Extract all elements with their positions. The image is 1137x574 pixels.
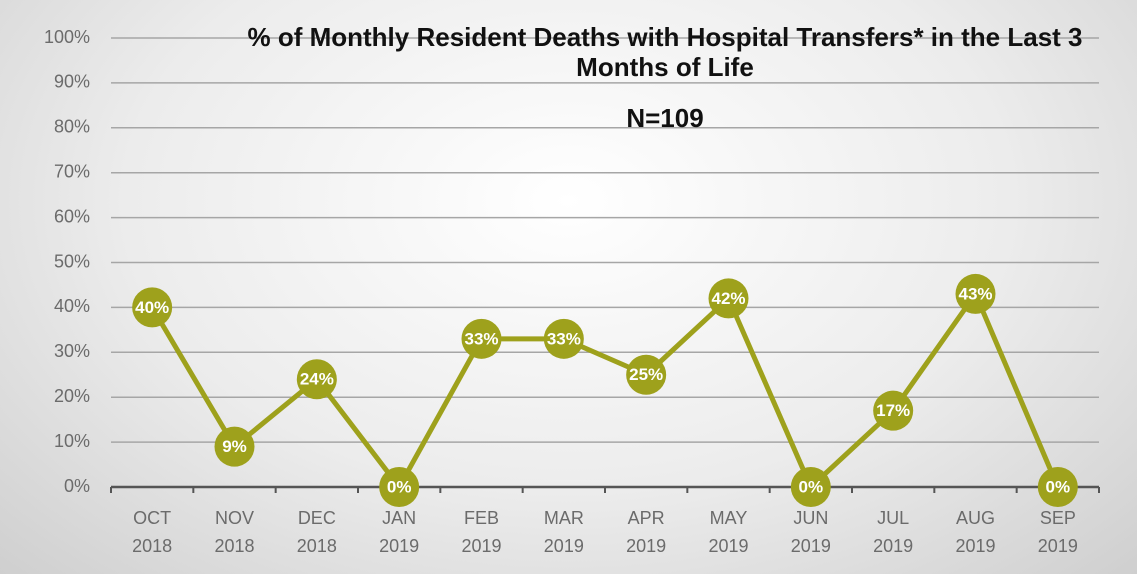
- marker: [461, 318, 502, 359]
- x-tick-label: 2018: [132, 536, 172, 556]
- data-label: 42%: [711, 289, 745, 308]
- marker: [214, 426, 255, 467]
- data-label: 33%: [547, 329, 581, 348]
- data-label: 0%: [1046, 477, 1071, 496]
- marker: [132, 287, 173, 328]
- data-label: 40%: [135, 298, 169, 317]
- marker: [873, 390, 914, 431]
- x-tick-label: DEC: [298, 508, 336, 528]
- x-tick-label: MAY: [710, 508, 748, 528]
- data-label: 0%: [799, 477, 824, 496]
- y-tick-label: 20%: [54, 386, 90, 406]
- marker: [379, 467, 420, 507]
- marker: [543, 318, 584, 359]
- x-tick-label: SEP: [1040, 508, 1076, 528]
- data-label: 24%: [300, 370, 334, 389]
- y-tick-label: 0%: [64, 476, 90, 496]
- x-tick-label: 2019: [626, 536, 666, 556]
- x-tick-label: 2019: [379, 536, 419, 556]
- x-tick-label: 2019: [544, 536, 584, 556]
- x-tick-label: JUL: [877, 508, 909, 528]
- x-tick-label: 2019: [461, 536, 501, 556]
- data-label: 33%: [464, 329, 498, 348]
- x-tick-label: JAN: [382, 508, 416, 528]
- x-tick-label: 2019: [1038, 536, 1078, 556]
- x-tick-label: MAR: [544, 508, 584, 528]
- series-line: [150, 288, 1061, 492]
- x-tick-label: 2018: [214, 536, 254, 556]
- marker: [790, 467, 831, 507]
- x-tick-label: JUN: [793, 508, 828, 528]
- x-tick-label: OCT: [133, 508, 171, 528]
- data-label: 0%: [387, 477, 412, 496]
- y-tick-label: 80%: [54, 117, 90, 137]
- y-tick-label: 40%: [54, 296, 90, 316]
- data-label: 9%: [222, 437, 247, 456]
- y-tick-label: 90%: [54, 72, 90, 92]
- x-tick-label: 2019: [708, 536, 748, 556]
- y-tick-label: 30%: [54, 341, 90, 361]
- marker: [955, 273, 996, 314]
- x-tick-label: NOV: [215, 508, 254, 528]
- x-tick-label: 2018: [297, 536, 337, 556]
- marker: [708, 278, 749, 319]
- x-tick-label: FEB: [464, 508, 499, 528]
- data-label: 43%: [958, 284, 992, 303]
- marker: [296, 359, 337, 400]
- x-tick-label: 2019: [955, 536, 995, 556]
- data-label: 25%: [629, 365, 663, 384]
- x-tick-label: APR: [628, 508, 665, 528]
- y-tick-label: 70%: [54, 161, 90, 181]
- x-tick-label: 2019: [791, 536, 831, 556]
- y-tick-label: 50%: [54, 251, 90, 271]
- data-label: 17%: [876, 401, 910, 420]
- y-tick-label: 10%: [54, 431, 90, 451]
- x-tick-label: 2019: [873, 536, 913, 556]
- marker: [1037, 467, 1078, 507]
- y-tick-label: 100%: [44, 27, 90, 47]
- y-tick-label: 60%: [54, 206, 90, 226]
- chart-title: % of Monthly Resident Deaths with Hospit…: [247, 22, 1083, 82]
- chart-subtitle: N=109: [626, 103, 704, 133]
- marker: [626, 354, 667, 395]
- x-tick-label: AUG: [956, 508, 995, 528]
